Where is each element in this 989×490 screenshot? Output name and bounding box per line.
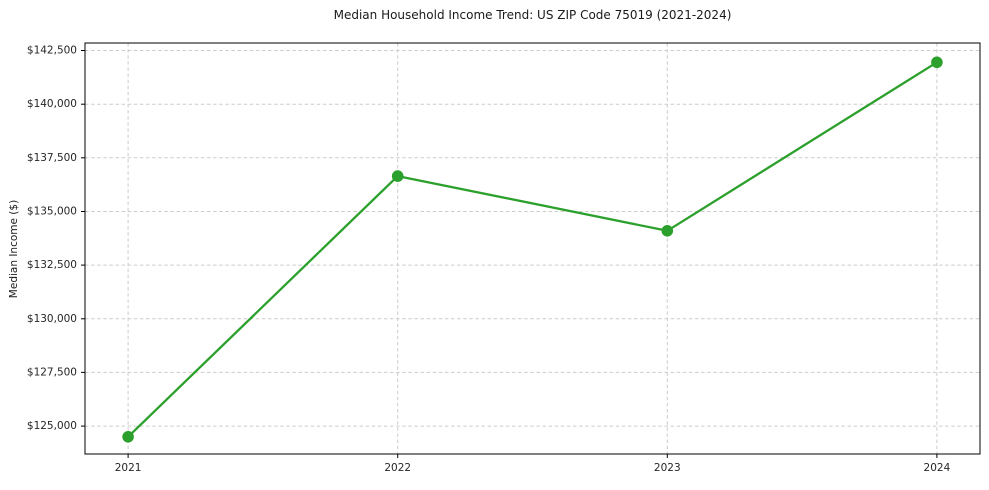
- data-point-2023: [661, 225, 674, 237]
- x-tick-label: 2024: [924, 462, 951, 474]
- y-tick-label: $130,000: [27, 313, 77, 325]
- data-point-2024: [931, 56, 943, 69]
- y-tick-label: $142,500: [27, 45, 77, 57]
- y-tick-label: $127,500: [27, 366, 77, 378]
- axes-spines: [84, 42, 981, 455]
- x-tick-label: 2021: [115, 462, 142, 474]
- chart-title: Median Household Income Trend: US ZIP Co…: [333, 8, 732, 22]
- x-tick-label: 2023: [654, 462, 681, 474]
- y-tick-label: $137,500: [27, 152, 77, 164]
- y-tick-label: $140,000: [27, 98, 77, 110]
- income-trend-line: [126, 61, 939, 438]
- y-tick-label: $125,000: [27, 420, 77, 432]
- data-point-2022: [391, 170, 404, 182]
- x-tick-label: 2022: [384, 462, 411, 474]
- y-tick-label: $135,000: [27, 206, 77, 218]
- data-point-2021: [122, 431, 134, 443]
- y-tick-label: $132,500: [27, 259, 77, 271]
